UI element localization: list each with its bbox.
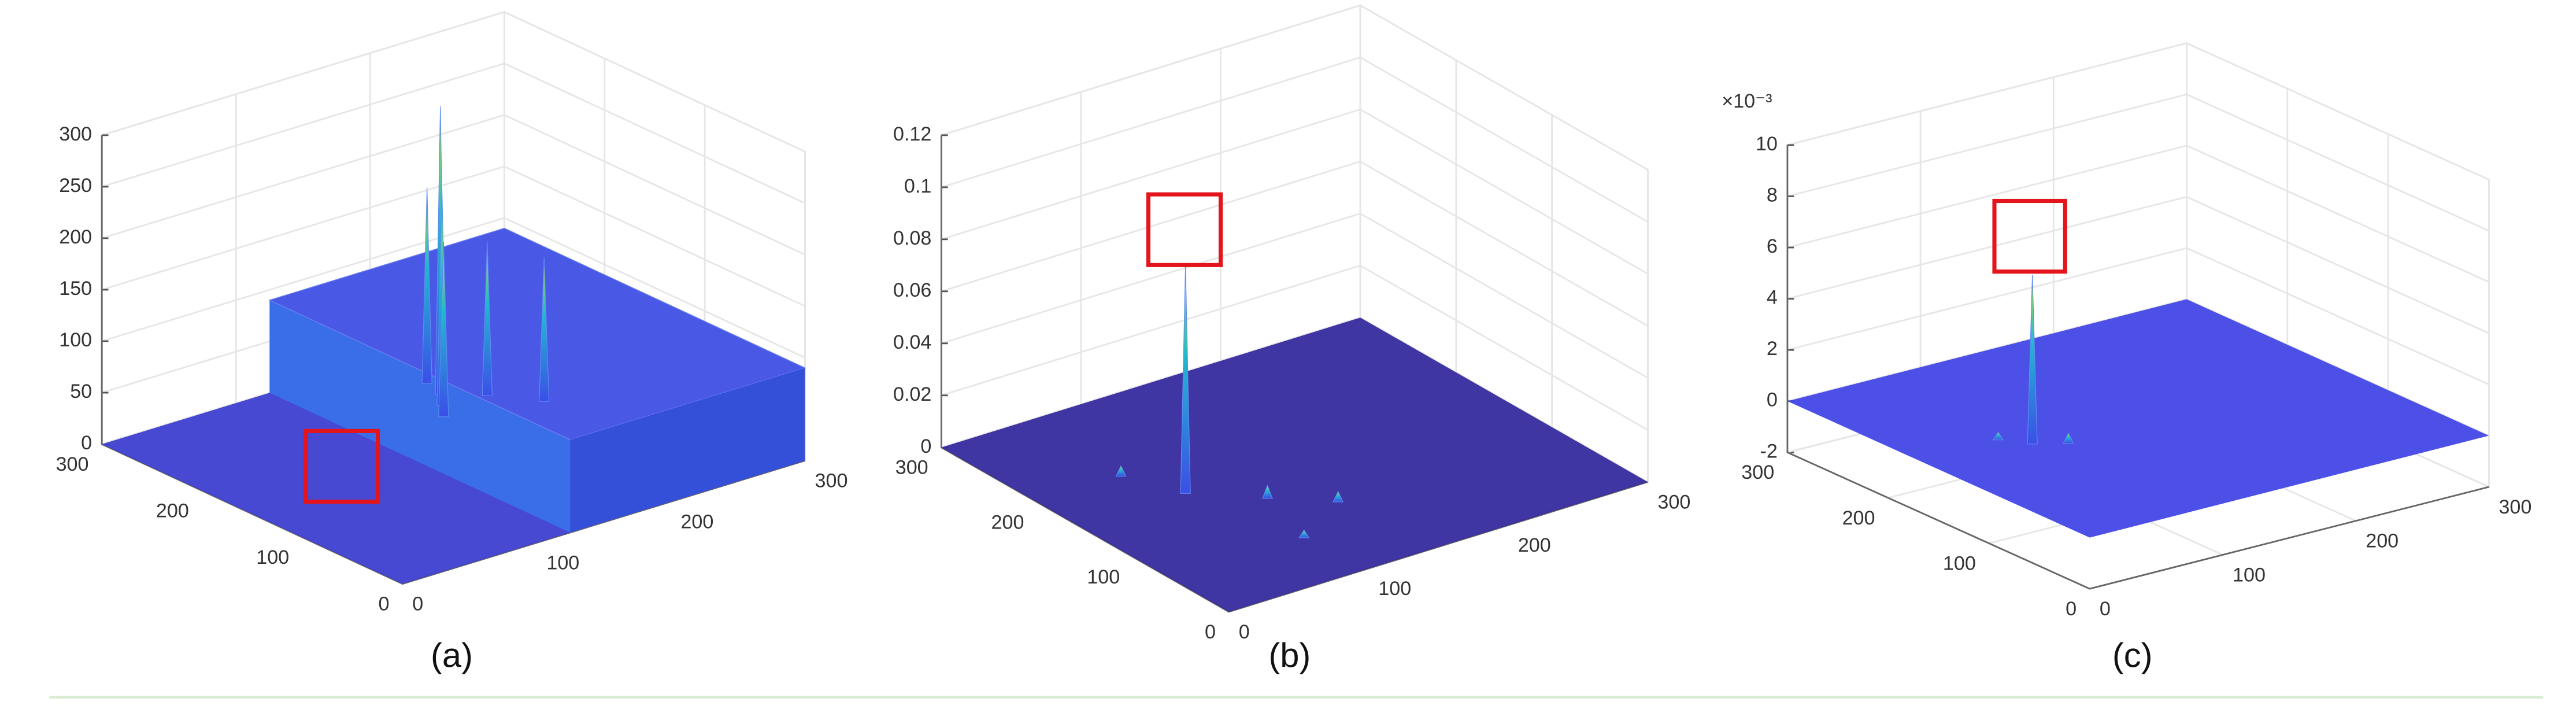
- z-tick-label: 4: [1767, 287, 1778, 309]
- y-tick-label: 0: [2066, 598, 2077, 620]
- z-tick-label: 0: [1767, 389, 1778, 411]
- spike: [1115, 465, 1127, 477]
- z-tick-label: 0.12: [893, 123, 931, 145]
- grid-line: [1787, 93, 2489, 232]
- y-tick-label: 0: [1205, 621, 1216, 643]
- y-tick-label: 300: [1741, 461, 1774, 483]
- y-tick-label: 200: [991, 511, 1024, 533]
- spike: [2027, 275, 2038, 445]
- plateau: [268, 227, 806, 441]
- z-tick-label: 0.02: [893, 383, 931, 405]
- y-tick-label: 0: [379, 593, 390, 615]
- z-tick-label: 10: [1756, 133, 1778, 155]
- grid-line: [941, 160, 1649, 327]
- y-tick-label: 100: [1087, 566, 1120, 588]
- spike: [421, 187, 432, 384]
- spike: [1333, 490, 1344, 503]
- x-tick-label: 0: [1239, 621, 1250, 643]
- x-tick-label: 300: [1657, 491, 1690, 513]
- grid-line: [941, 108, 1649, 275]
- grid-line: [941, 4, 1649, 171]
- z-tick-label: 100: [59, 329, 92, 351]
- y-tick-label: 200: [156, 500, 189, 522]
- highlight-box: [304, 429, 380, 504]
- x-tick-label: 100: [546, 552, 579, 574]
- y-tick-label: 300: [895, 457, 928, 479]
- x-tick-label: 300: [2499, 496, 2531, 518]
- z-tick-label: 0.04: [893, 331, 931, 353]
- z-tick-label: 50: [70, 381, 92, 402]
- y-tick-label: 300: [56, 453, 89, 475]
- z-tick-label: -2: [1760, 440, 1778, 462]
- x-tick-label: 200: [1518, 534, 1551, 556]
- x-tick-label: 200: [680, 511, 713, 533]
- grid-line: [1787, 145, 2489, 283]
- spike: [1993, 431, 2004, 441]
- caption: (b): [1268, 636, 1311, 674]
- plateau: [570, 368, 805, 533]
- spike: [539, 257, 550, 402]
- spike: [2063, 432, 2074, 444]
- plateau: [269, 300, 571, 533]
- z-tick-label: 150: [59, 278, 92, 300]
- z-tick-label: 0.1: [904, 175, 931, 197]
- z-tick-label: 0.06: [893, 279, 931, 301]
- z-tick-label: 0: [920, 435, 931, 457]
- surface: [1787, 299, 2489, 538]
- z-tick-label: 8: [1767, 184, 1778, 206]
- x-tick-label: 0: [2100, 598, 2111, 620]
- x-tick-label: 200: [2366, 530, 2399, 552]
- x-tick-label: 100: [1378, 578, 1411, 600]
- x-tick-label: 100: [2233, 564, 2266, 586]
- spike: [1298, 529, 1310, 538]
- spike: [438, 241, 449, 418]
- grid-line: [1787, 42, 2489, 180]
- x-tick-label: 300: [815, 470, 848, 492]
- caption: (a): [431, 636, 473, 674]
- y-tick-label: 200: [1842, 507, 1875, 529]
- z-tick-label: 2: [1767, 338, 1778, 360]
- x-tick-label: 0: [412, 593, 423, 615]
- highlight-box: [1992, 198, 2067, 274]
- spike: [1262, 484, 1273, 499]
- spike: [482, 241, 493, 396]
- caption: (c): [2112, 636, 2153, 674]
- grid-line: [941, 56, 1649, 223]
- z-tick-label: 6: [1767, 235, 1778, 257]
- z-tick-label: 0.08: [893, 227, 931, 249]
- z-tick-label: 0: [81, 432, 92, 454]
- highlight-box: [1146, 192, 1223, 267]
- z-tick-label: 200: [59, 226, 92, 248]
- y-tick-label: 100: [256, 546, 289, 568]
- y-tick-label: 100: [1943, 553, 1976, 575]
- chart-panel: 00.020.040.060.080.10.120100200300010020…: [893, 3, 1690, 674]
- spike: [1180, 264, 1191, 494]
- z-tick-label: 300: [59, 123, 92, 145]
- z-multiplier: ×10⁻³: [1722, 90, 1772, 112]
- z-tick-label: 250: [59, 175, 92, 197]
- axis-line: [1786, 145, 2489, 590]
- surface: [941, 317, 1648, 612]
- chart-panel: 05010015020025030001002003000100200300(a…: [56, 10, 848, 674]
